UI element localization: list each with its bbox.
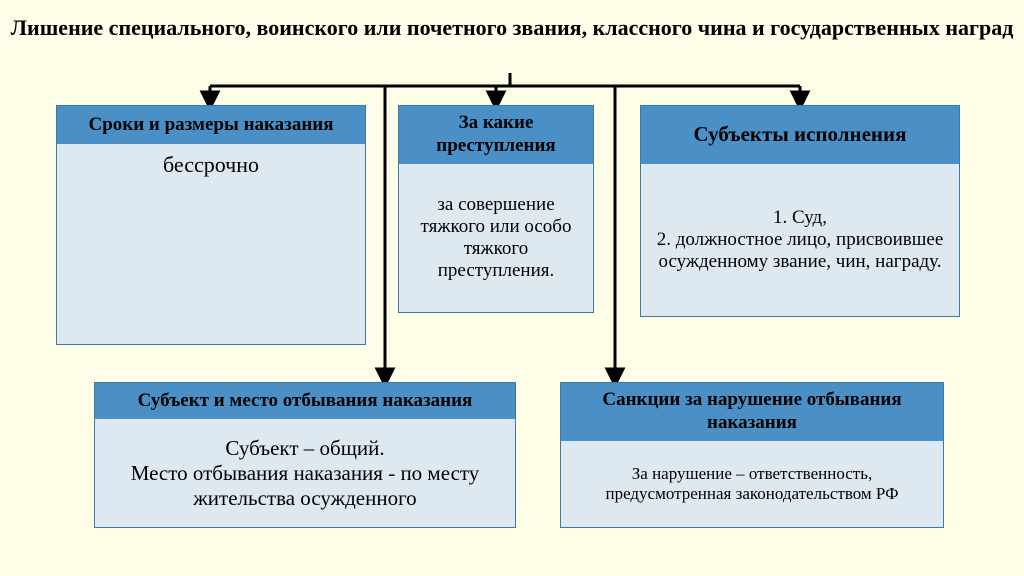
box-subjects-execution: Субъекты исполнения 1. Суд, 2. должностн…	[640, 105, 960, 317]
box-header: Субъект и место отбывания наказания	[95, 383, 515, 419]
page-title: Лишение специального, воинского или поче…	[0, 14, 1024, 42]
box-body: За нарушение – ответственность, предусмо…	[561, 441, 943, 527]
box-header: За какие преступления	[399, 106, 593, 164]
box-body: за совершение тяжкого или особо тяжкого …	[399, 164, 593, 312]
box-sanctions: Санкции за нарушение отбывания наказания…	[560, 382, 944, 528]
box-body: Субъект – общий. Место отбывания наказан…	[95, 419, 515, 527]
box-header: Санкции за нарушение отбывания наказания	[561, 383, 943, 441]
box-body: бессрочно	[57, 144, 365, 344]
box-header: Субъекты исполнения	[641, 106, 959, 164]
box-header: Сроки и размеры наказания	[57, 106, 365, 144]
box-terms-and-size: Сроки и размеры наказания бессрочно	[56, 105, 366, 345]
box-crimes: За какие преступления за совершение тяжк…	[398, 105, 594, 313]
diagram-canvas: Лишение специального, воинского или поче…	[0, 0, 1024, 576]
box-subject-location: Субъект и место отбывания наказания Субъ…	[94, 382, 516, 528]
box-body: 1. Суд, 2. должностное лицо, присвоившее…	[641, 164, 959, 316]
